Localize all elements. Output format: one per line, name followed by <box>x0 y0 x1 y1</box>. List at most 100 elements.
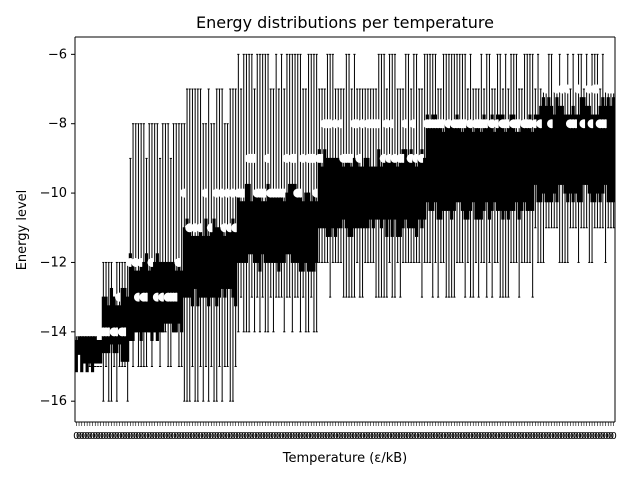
x-tick-label: 0 <box>305 431 311 442</box>
box-body <box>522 123 527 203</box>
box-body <box>552 114 556 194</box>
x-tick-label: 0 <box>462 431 468 442</box>
box-body <box>231 218 235 298</box>
x-tick-label: 0 <box>608 431 614 442</box>
x-tick-label: 0 <box>203 431 209 442</box>
x-tick-label: 0 <box>227 431 233 442</box>
box-175 <box>547 53 551 229</box>
x-tick-label: 0 <box>583 431 589 442</box>
box-body <box>147 270 151 333</box>
box-body <box>298 192 303 272</box>
box-body <box>504 131 508 211</box>
box-20 <box>125 157 135 341</box>
x-tick-label: 0 <box>249 431 255 442</box>
x-tick-label: 0 <box>424 431 430 442</box>
box-39 <box>180 123 184 368</box>
x-tick-label: 0 <box>133 431 139 442</box>
x-tick-label: 0 <box>470 431 476 442</box>
y-tick-label: −8 <box>48 117 67 132</box>
box-159 <box>501 53 511 298</box>
box-outlier <box>541 84 551 94</box>
box-193 <box>592 53 602 229</box>
x-tick-label: 0 <box>430 431 436 442</box>
x-tick-label: 0 <box>135 431 141 442</box>
x-tick-label: 0 <box>367 431 373 442</box>
x-tick-label: 0 <box>492 431 498 442</box>
x-tick-label: 0 <box>216 431 222 442</box>
box-41 <box>185 88 189 402</box>
x-tick-label: 0 <box>246 431 252 442</box>
box-113 <box>379 53 384 298</box>
box-body <box>277 192 281 272</box>
x-tick-label: 0 <box>484 431 490 442</box>
x-tick-label: 0 <box>459 431 465 442</box>
x-tick-label: 0 <box>219 431 225 442</box>
x-tick-label: 0 <box>251 431 257 442</box>
box-16 <box>115 261 125 368</box>
box-126 <box>412 53 422 263</box>
box-body <box>579 97 583 203</box>
x-tick-label: 0 <box>100 431 106 442</box>
x-tick-label: 0 <box>475 431 481 442</box>
x-tick-label: 0 <box>397 431 403 442</box>
box-body <box>244 183 249 263</box>
x-tick-label: 0 <box>92 431 98 442</box>
x-tick-label: 0 <box>408 431 414 442</box>
x-tick-label: 0 <box>346 431 352 442</box>
x-tick-label: 0 <box>197 431 203 442</box>
x-tick-label: 0 <box>400 431 406 442</box>
box-body <box>601 97 605 194</box>
x-tick-label: 0 <box>297 431 303 442</box>
x-tick-label: 0 <box>443 431 449 442</box>
box-body <box>444 123 448 211</box>
x-tick-label: 0 <box>165 431 171 442</box>
box-body <box>398 157 402 237</box>
y-tick-label: −6 <box>48 47 67 62</box>
box-body <box>190 235 195 307</box>
box-body <box>387 157 392 220</box>
box-body <box>223 235 227 298</box>
x-tick-label: 0 <box>87 431 93 442</box>
box-body <box>514 131 519 203</box>
x-tick-label: 0 <box>602 431 608 442</box>
box-95 <box>331 53 335 263</box>
x-tick-label: 0 <box>181 431 187 442</box>
x-tick-label: 0 <box>130 431 136 442</box>
x-tick-label: 0 <box>81 431 87 442</box>
box-body <box>609 105 613 203</box>
box-body <box>431 114 435 211</box>
box-body <box>571 105 575 203</box>
x-tick-label: 0 <box>292 431 298 442</box>
y-tick-label: −12 <box>40 255 67 270</box>
box-91 <box>317 88 327 263</box>
box-body <box>420 149 424 229</box>
x-tick-label: 0 <box>111 431 117 442</box>
x-tick-label: 0 <box>597 431 603 442</box>
x-tick-label: 0 <box>84 431 90 442</box>
x-tick-label: 0 <box>343 431 349 442</box>
x-tick-label: 0 <box>276 431 282 442</box>
box-outlier <box>409 119 419 129</box>
x-tick-label: 0 <box>578 431 584 442</box>
box-body <box>225 227 230 289</box>
x-tick-label: 0 <box>546 431 552 442</box>
x-tick-label: 0 <box>289 431 295 442</box>
box-body <box>239 201 243 263</box>
x-tick-label: 0 <box>516 431 522 442</box>
box-body <box>317 149 321 229</box>
box-body <box>509 114 513 211</box>
x-tick-label: 0 <box>573 431 579 442</box>
box-body <box>450 123 454 220</box>
x-tick-label: 0 <box>592 431 598 442</box>
x-tick-label: 0 <box>551 431 557 442</box>
box-outlier <box>609 84 619 94</box>
box-body <box>390 157 394 237</box>
x-tick-label: 0 <box>416 431 422 442</box>
x-tick-label: 0 <box>300 431 306 442</box>
x-tick-label: 0 <box>513 431 519 442</box>
box-55 <box>220 123 230 368</box>
x-tick-label: 0 <box>559 431 565 442</box>
x-tick-label: 0 <box>222 431 228 442</box>
box-outlier <box>387 119 397 129</box>
box-99 <box>339 88 349 298</box>
